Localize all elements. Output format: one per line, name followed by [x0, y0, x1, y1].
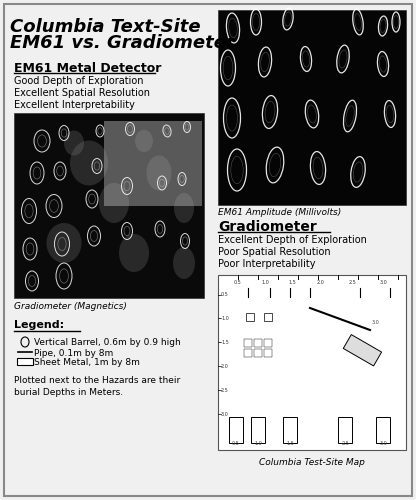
Ellipse shape	[70, 140, 108, 186]
Ellipse shape	[119, 234, 149, 272]
Text: Plotted next to the Hazards are their
burial Depths in Meters.: Plotted next to the Hazards are their bu…	[14, 376, 180, 397]
Text: EM61 vs. Gradiometer: EM61 vs. Gradiometer	[10, 34, 235, 52]
Text: 2.5: 2.5	[341, 441, 349, 446]
Ellipse shape	[47, 223, 82, 263]
Bar	[376, 417, 390, 443]
Text: Excellent Spatial Resolution: Excellent Spatial Resolution	[14, 88, 150, 98]
Text: Poor Interpretability: Poor Interpretability	[218, 259, 315, 269]
Text: Legend:: Legend:	[14, 320, 64, 330]
Bar	[338, 417, 352, 443]
Text: 1.0: 1.0	[261, 280, 269, 285]
Text: 0.5: 0.5	[234, 280, 242, 285]
Text: Vertical Barrel, 0.6m by 0.9 high: Vertical Barrel, 0.6m by 0.9 high	[34, 338, 181, 347]
Text: Excellent Interpretability: Excellent Interpretability	[14, 100, 135, 110]
FancyBboxPatch shape	[104, 121, 202, 206]
Ellipse shape	[99, 183, 129, 223]
Text: 2.0: 2.0	[316, 280, 324, 285]
Bar	[264, 313, 272, 321]
Text: Good Depth of Exploration: Good Depth of Exploration	[14, 76, 144, 86]
Text: Gradiometer (Magnetics): Gradiometer (Magnetics)	[14, 302, 127, 311]
Text: 1.0: 1.0	[254, 441, 262, 446]
FancyBboxPatch shape	[4, 4, 412, 496]
Ellipse shape	[135, 130, 153, 152]
Bar	[264, 339, 272, 347]
FancyBboxPatch shape	[218, 10, 406, 205]
Text: 0.5: 0.5	[232, 441, 240, 446]
Bar	[244, 339, 252, 347]
Text: 1.5: 1.5	[288, 280, 296, 285]
Text: 3.0: 3.0	[221, 412, 229, 416]
Text: EM61 Metal Detector: EM61 Metal Detector	[14, 62, 161, 75]
Text: 0.5: 0.5	[221, 292, 229, 298]
Text: 2.5: 2.5	[221, 388, 229, 392]
FancyBboxPatch shape	[218, 275, 406, 450]
Ellipse shape	[146, 156, 171, 190]
Text: 1.5: 1.5	[221, 340, 229, 344]
FancyBboxPatch shape	[14, 113, 204, 298]
Text: 1.0: 1.0	[221, 316, 229, 320]
Ellipse shape	[64, 130, 84, 156]
Ellipse shape	[174, 193, 194, 223]
Bar	[246, 313, 254, 321]
Text: Sheet Metal, 1m by 8m: Sheet Metal, 1m by 8m	[34, 358, 140, 367]
Text: Gradiometer: Gradiometer	[218, 220, 317, 234]
Bar	[244, 349, 252, 357]
Bar	[283, 417, 297, 443]
Text: 2.0: 2.0	[221, 364, 229, 368]
Bar	[254, 339, 262, 347]
Text: Excellent Depth of Exploration: Excellent Depth of Exploration	[218, 235, 367, 245]
Bar	[251, 417, 265, 443]
Text: 3.0: 3.0	[379, 441, 387, 446]
Text: 3.0: 3.0	[372, 320, 380, 324]
Ellipse shape	[173, 247, 195, 279]
Text: Columbia Test-Site Map: Columbia Test-Site Map	[259, 458, 365, 467]
Text: Columbia Text-Site: Columbia Text-Site	[10, 18, 201, 36]
Text: Poor Spatial Resolution: Poor Spatial Resolution	[218, 247, 331, 257]
Text: 3.0: 3.0	[379, 280, 387, 285]
Text: 2.5: 2.5	[348, 280, 356, 285]
Bar	[264, 349, 272, 357]
Bar	[254, 349, 262, 357]
FancyBboxPatch shape	[343, 334, 381, 366]
FancyBboxPatch shape	[17, 358, 33, 365]
Bar	[229, 417, 243, 443]
Text: Pipe, 0.1m by 8m: Pipe, 0.1m by 8m	[34, 349, 113, 358]
Text: EM61 Amplitude (Millivolts): EM61 Amplitude (Millivolts)	[218, 208, 341, 217]
Text: 1.5: 1.5	[286, 441, 294, 446]
